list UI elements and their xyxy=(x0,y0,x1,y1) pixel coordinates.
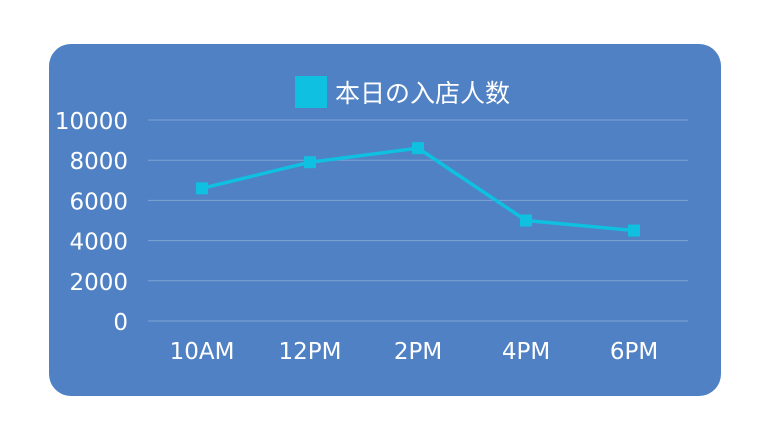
y-tick-label: 10000 xyxy=(55,109,128,135)
y-tick-label: 2000 xyxy=(69,270,128,296)
legend-swatch xyxy=(295,76,327,108)
legend-label: 本日の入店人数 xyxy=(335,79,510,108)
grid-lines xyxy=(148,119,688,322)
y-tick-label: 6000 xyxy=(69,189,128,215)
x-tick-label: 6PM xyxy=(610,339,658,365)
y-tick-label: 0 xyxy=(113,310,128,336)
data-point-marker xyxy=(628,224,640,237)
data-point-marker xyxy=(412,142,424,155)
series-layer xyxy=(196,142,640,237)
data-point-marker xyxy=(520,214,532,227)
x-tick-label: 12PM xyxy=(279,339,342,365)
y-tick-label: 8000 xyxy=(69,149,128,175)
data-point-marker xyxy=(196,182,208,195)
y-axis-ticks: 0 2000 4000 6000 8000 10000 xyxy=(55,109,128,336)
legend: 本日の入店人数 xyxy=(295,76,510,108)
y-tick-label: 4000 xyxy=(69,230,128,256)
data-point-marker xyxy=(304,156,316,169)
x-axis-ticks: 10AM 12PM 2PM 4PM 6PM xyxy=(170,339,659,365)
chart-panel xyxy=(49,44,721,396)
x-tick-label: 2PM xyxy=(394,339,442,365)
x-tick-label: 10AM xyxy=(170,339,235,365)
x-tick-label: 4PM xyxy=(502,339,550,365)
